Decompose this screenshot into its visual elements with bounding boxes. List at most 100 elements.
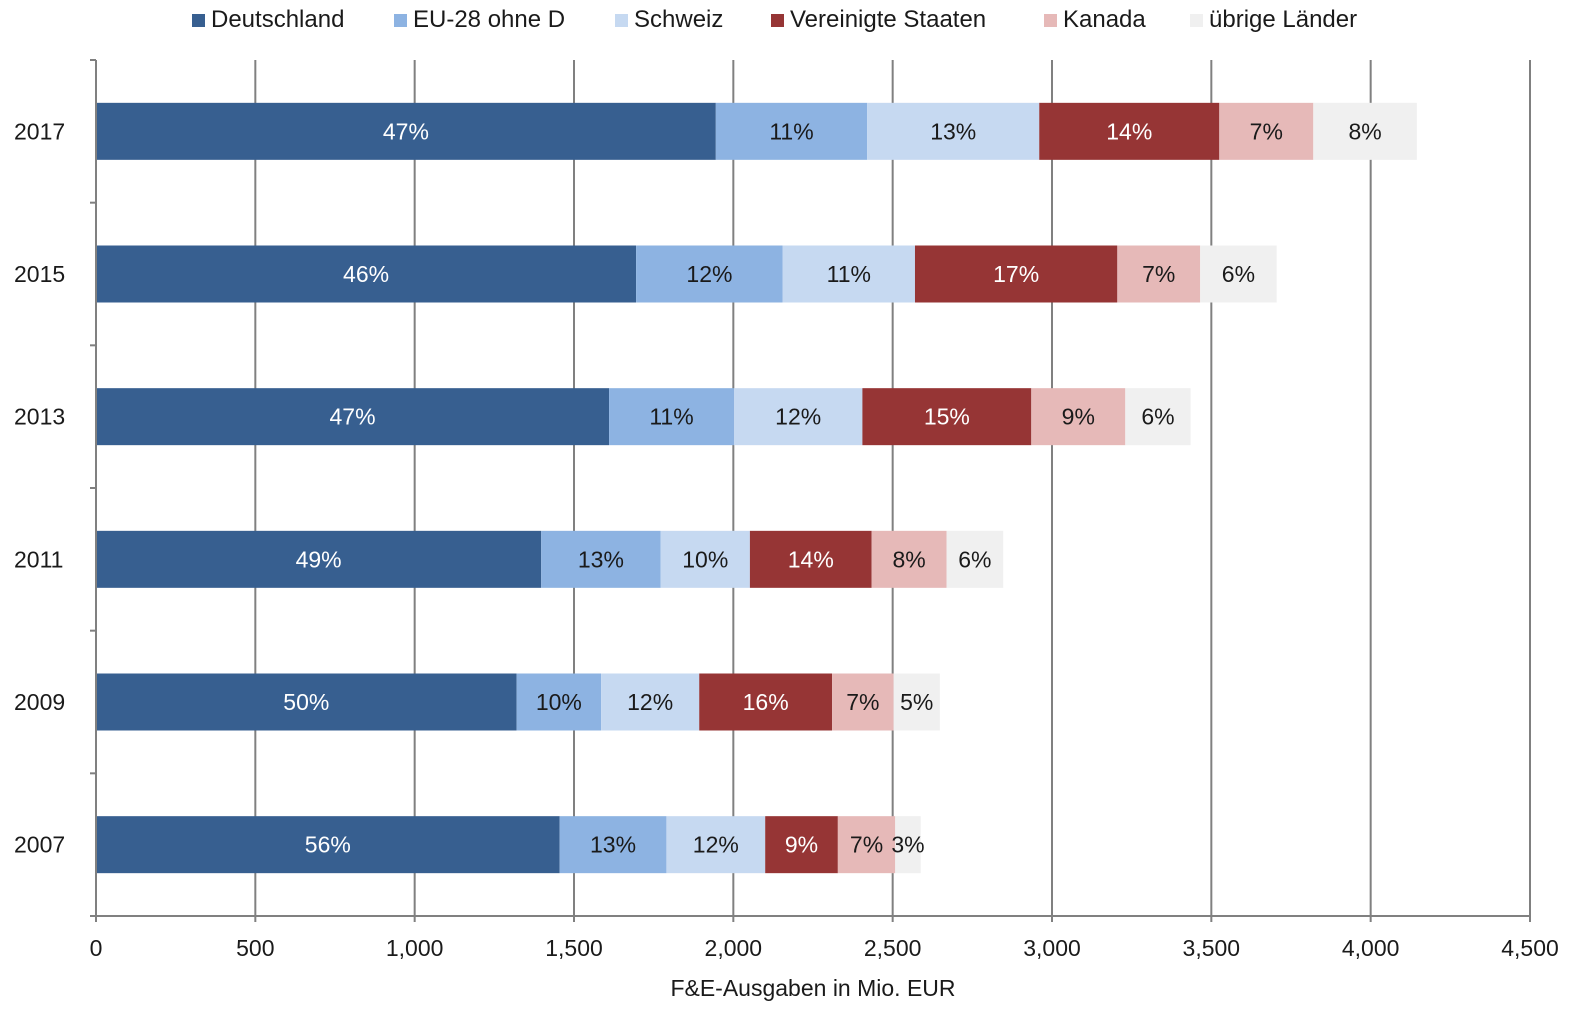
bar-segment	[609, 388, 734, 446]
bar-segment	[765, 816, 838, 874]
bar-segment-label: 10%	[536, 689, 582, 715]
bar-segment	[715, 102, 868, 160]
bar-segment-label: 11%	[649, 404, 693, 430]
bar-segment-label: 7%	[850, 832, 883, 858]
bar-segment-label: 47%	[330, 404, 376, 430]
bar-segment	[1200, 245, 1277, 303]
legend-item: übrige Länder	[1190, 6, 1357, 34]
bar-segment-label: 13%	[578, 546, 624, 572]
legend-swatch	[394, 13, 407, 27]
bar-segment	[1117, 245, 1201, 303]
bar-segment	[871, 530, 947, 588]
bar-segment	[96, 245, 637, 303]
bar-segment-label: 11%	[827, 261, 871, 287]
bar-segment	[699, 673, 833, 731]
bar-segment-label: 8%	[1348, 118, 1381, 144]
bar-segment	[914, 245, 1118, 303]
bar-segment	[666, 816, 766, 874]
bar-segment	[749, 530, 872, 588]
bar-segment-label: 7%	[846, 689, 879, 715]
bar-segment-label: 12%	[686, 261, 732, 287]
bar-segment-label: 9%	[1062, 404, 1095, 430]
bar-segments: 47% 11% 13% 14% 7% 8% 46% 12% 11% 17% 7% 6% 47% 11% 12…	[96, 102, 1417, 874]
bar-segment-label: 47%	[383, 118, 429, 144]
gridlines	[254, 60, 1531, 916]
legend-swatch	[1190, 13, 1203, 27]
bar-segment-label: 56%	[305, 832, 351, 858]
legend-swatch	[771, 13, 784, 27]
bar-segment	[1219, 102, 1314, 160]
bar-segment	[541, 530, 661, 588]
bar-segment	[96, 102, 716, 160]
bar-segment-label: 6%	[1141, 404, 1174, 430]
bar-segment-label: 15%	[924, 404, 970, 430]
bar-segment-label: 5%	[900, 689, 933, 715]
bar-segment-label: 7%	[1142, 261, 1175, 287]
x-tick-label: 1,500	[545, 935, 603, 961]
bar-segment-label: 10%	[682, 546, 728, 572]
y-category-label: 2009	[14, 689, 65, 715]
bar-segment	[782, 245, 915, 303]
bar-segment-label: 16%	[743, 689, 789, 715]
legend-item: Schweiz	[615, 6, 723, 34]
x-tick-label: 0	[90, 935, 103, 961]
bar-segment-label: 8%	[892, 546, 925, 572]
bar-segment-label: 6%	[1222, 261, 1255, 287]
bar-segment	[895, 816, 921, 874]
legend-item: Kanada	[1044, 6, 1146, 34]
y-category-label: 2013	[14, 404, 65, 430]
x-tick-label: 4,000	[1342, 935, 1400, 961]
chart-legend: Deutschland EU-28 ohne D Schweiz Vereinigte…	[0, 0, 1587, 40]
bar-segment-label: 6%	[958, 546, 991, 572]
legend-label: Deutschland	[211, 6, 345, 33]
y-category-label: 2011	[14, 546, 63, 572]
bar-segment	[862, 388, 1032, 446]
bar-segment	[636, 245, 783, 303]
legend-swatch	[192, 13, 205, 27]
y-category-label: 2007	[14, 832, 65, 858]
legend-item: Vereinigte Staaten	[771, 6, 986, 34]
bar-segment-label: 13%	[930, 118, 976, 144]
x-tick-label: 3,000	[1023, 935, 1081, 961]
bar-segment-label: 9%	[785, 832, 818, 858]
bar-segment	[867, 102, 1040, 160]
bar-segment	[601, 673, 700, 731]
bar-segment	[96, 673, 517, 731]
x-axis-ticks: 0 500 1,000 1,500 2,000 2,500 3,000 3,500 4,000 4…	[90, 916, 1559, 961]
x-tick-label: 2,500	[864, 935, 922, 961]
bar-segment-label: 14%	[1106, 118, 1152, 144]
bar-segment	[96, 816, 560, 874]
bar-segment	[96, 388, 610, 446]
bar-segment-label: 11%	[769, 118, 813, 144]
legend-item: Deutschland	[192, 6, 344, 34]
x-axis-title: F&E-Ausgaben in Mio. EUR	[670, 975, 955, 1001]
bar-segment	[733, 388, 863, 446]
y-axis-ticks: 2017 2015 2013 2011 2009 2007	[14, 118, 65, 857]
bar-segment	[893, 673, 940, 731]
legend-label: Vereinigte Staaten	[790, 6, 987, 33]
bar-segment	[1031, 388, 1126, 446]
axes	[90, 59, 1530, 917]
bar-segment	[96, 530, 542, 588]
bar-segment	[1125, 388, 1191, 446]
bar-segment	[832, 673, 894, 731]
legend-label: Kanada	[1063, 6, 1146, 33]
bar-segment-label: 12%	[775, 404, 821, 430]
bar-segment-label: 7%	[1250, 118, 1283, 144]
legend-item: EU-28 ohne D	[394, 6, 565, 34]
bar-segment-label: 12%	[693, 832, 739, 858]
bar-segment-label: 49%	[296, 546, 342, 572]
legend-swatch	[1044, 13, 1057, 27]
y-category-label: 2017	[14, 118, 65, 144]
bar-segment	[1313, 102, 1417, 160]
bar-segment	[1039, 102, 1220, 160]
legend-label: Schweiz	[634, 6, 724, 33]
x-tick-label: 1,000	[386, 935, 444, 961]
bar-segment	[837, 816, 896, 874]
x-tick-label: 4,500	[1501, 935, 1559, 961]
bar-segment	[516, 673, 602, 731]
bar-segment	[559, 816, 667, 874]
legend-label: EU-28 ohne D	[413, 6, 566, 33]
x-tick-label: 2,000	[705, 935, 763, 961]
